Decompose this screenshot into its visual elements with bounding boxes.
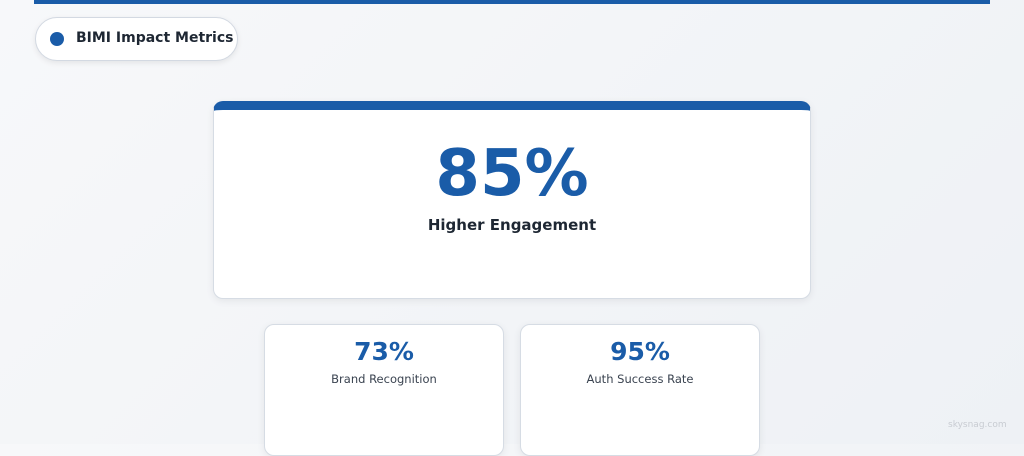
metric-value: 73%	[354, 337, 414, 366]
main-metric-card: 85% Higher Engagement	[213, 101, 811, 299]
metric-value: 95%	[610, 337, 670, 366]
watermark: skysnag.com	[948, 420, 1007, 430]
badge-dot	[50, 32, 64, 46]
metric-label: Brand Recognition	[331, 372, 437, 386]
metric-label: Higher Engagement	[427, 216, 597, 234]
section-badge: BIMI Impact Metrics	[35, 17, 238, 61]
metric-label: Auth Success Rate	[586, 372, 694, 386]
badge-label: BIMI Impact Metrics	[76, 30, 234, 46]
metric-card: 95% Auth Success Rate	[520, 324, 760, 456]
top-bar	[34, 0, 990, 4]
metric-card: 73% Brand Recognition	[264, 324, 504, 456]
metric-value: 85%	[435, 137, 589, 211]
